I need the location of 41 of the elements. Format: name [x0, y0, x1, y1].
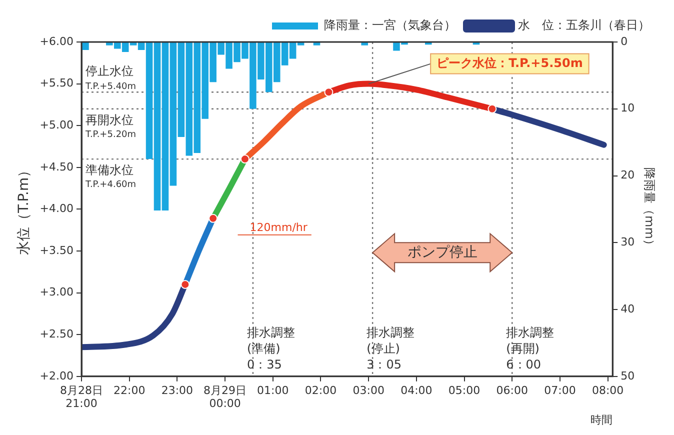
x-tick-label: 01:00: [257, 384, 289, 397]
y2-tick-label: 50: [620, 369, 635, 382]
legend-label: 降雨量：一宮（気象台）: [324, 18, 456, 32]
x-tick-label: 02:00: [304, 384, 337, 397]
ref-line-label: 排水調整 (再開) 6：00: [506, 325, 554, 372]
ref-line-label: 再開水位 T.P.+5.20m: [84, 112, 136, 140]
y2-tick-label: 20: [620, 168, 635, 182]
y2-tick-label: 10: [620, 102, 635, 115]
x-tick-label: 22:00: [114, 384, 146, 397]
x-tick-label: 05:00: [448, 384, 480, 397]
y-tick-label: +2.00: [40, 369, 74, 382]
x-tick-label: 8月29日 00:00: [204, 384, 247, 410]
annotation: 120mm/hr: [250, 220, 308, 234]
y-tick-label: +2.50: [40, 327, 74, 340]
legend-label: 水 位：五条川（春日）: [518, 18, 650, 32]
y2-axis-title: 降雨量（mm）: [642, 168, 657, 251]
y-axis-title: 水位（T.P.m）: [16, 163, 32, 256]
y-tick-label: +6.00: [40, 34, 74, 48]
x-tick-label: 23:00: [161, 384, 194, 397]
y-tick-label: +5.50: [40, 76, 74, 90]
y2-tick-label: 30: [620, 236, 635, 248]
y-tick-label: +3.50: [40, 244, 74, 257]
x-tick-label: 07:00: [544, 384, 576, 397]
ref-line-label: 準備水位 T.P.+4.60m: [84, 163, 136, 190]
x-axis-title: 時間: [590, 413, 613, 426]
ref-line-label: 排水調整 (停止) 3：05: [366, 325, 415, 372]
x-tick-label: 04:00: [400, 384, 432, 397]
y-tick-label: +4.50: [40, 160, 74, 174]
y2-tick-label: 40: [620, 302, 635, 316]
x-tick-label: 08:00: [592, 384, 624, 397]
ref-line-label: 停止水位 T.P.+5.40m: [84, 64, 136, 92]
annotation: ピーク水位：T.P.+5.50m: [436, 56, 583, 70]
y2-tick-label: 0: [620, 34, 628, 48]
ref-line-label: 排水調整 (準備) 0：35: [246, 325, 295, 372]
y-tick-label: +5.00: [40, 118, 74, 132]
x-tick-label: 8月28日 21:00: [60, 384, 104, 410]
y-tick-label: +3.00: [40, 286, 74, 299]
x-tick-label: 03:00: [352, 384, 384, 397]
y-tick-label: +4.00: [40, 202, 74, 216]
x-tick-label: 06:00: [496, 384, 528, 397]
annotation: ポンプ停止: [407, 244, 478, 261]
